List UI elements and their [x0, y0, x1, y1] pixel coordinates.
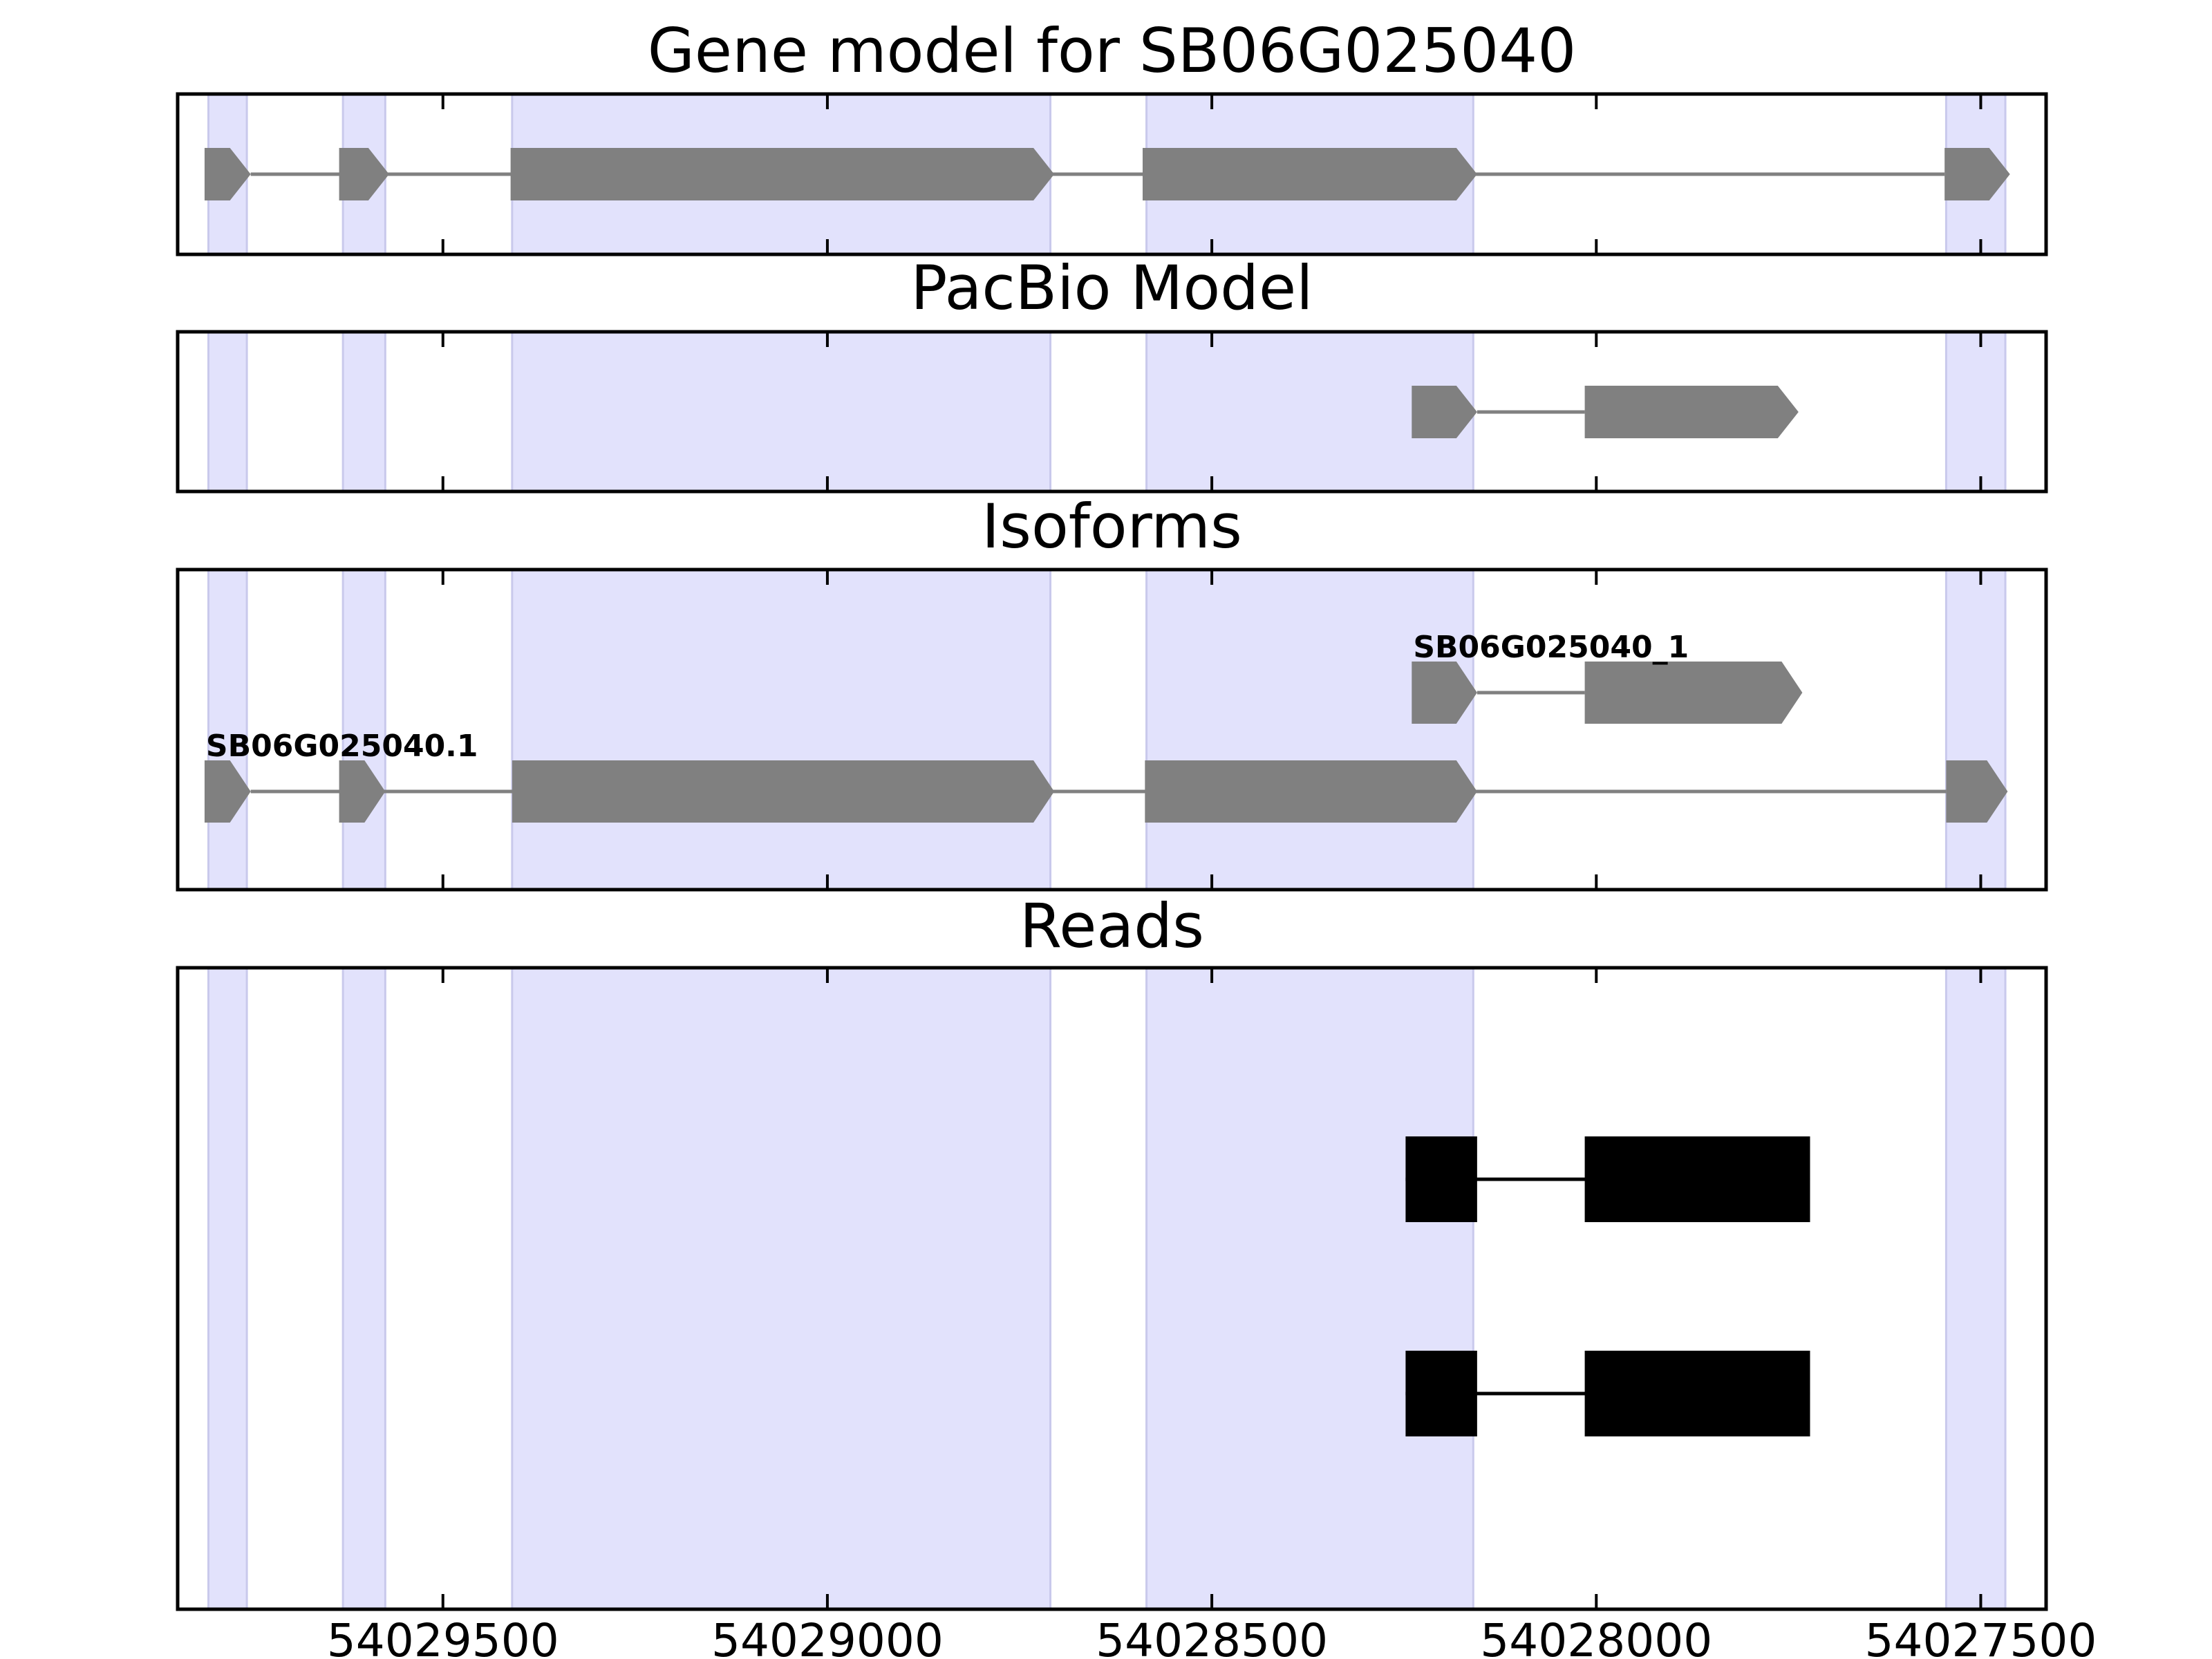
- exon-highlight-band: [207, 330, 248, 493]
- read-1-block-1: [1405, 1136, 1477, 1222]
- panel-3: Isoforms SB06G025040_1 SB06G025040.1: [176, 491, 2048, 892]
- panels-layer: Gene model for SB06G025040 PacBio Model Is…: [176, 15, 2097, 1659]
- isoform-label: SB06G025040_1: [1413, 630, 1689, 665]
- panel-title: Isoforms: [982, 491, 1242, 562]
- transcript-2-exon-3: [512, 760, 1055, 823]
- exon-highlight-band: [207, 966, 248, 1611]
- plot-frame: [176, 568, 2048, 892]
- panel-4: Reads: [176, 890, 2048, 1611]
- x-tick-label: 54028500: [1096, 1614, 1328, 1659]
- x-axis: 54029500 54029000 54028500 54028000 54027500: [327, 1614, 2097, 1659]
- read-2-block-1: [1405, 1351, 1477, 1436]
- exon-highlight-band: [1145, 966, 1474, 1611]
- panel-1: Gene model for SB06G025040: [176, 15, 2048, 256]
- transcript-1-exon-2: [1584, 386, 1799, 438]
- transcript-2-exon-5: [1946, 760, 2008, 823]
- read-2-block-2: [1584, 1351, 1810, 1436]
- plot-frame: [176, 966, 2048, 1611]
- plot-frame: [176, 330, 2048, 494]
- transcript-1-exon-1: [1412, 662, 1477, 724]
- transcript-1-exon-1: [204, 148, 251, 200]
- isoform-label: SB06G025040.1: [206, 729, 478, 764]
- transcript-1-exon-2: [1584, 662, 1803, 724]
- transcript-1-exon-2: [339, 148, 389, 200]
- x-tick-label: 54029000: [711, 1614, 944, 1659]
- transcript-1-exon-4: [1142, 148, 1477, 200]
- transcript-1-exon-3: [510, 148, 1055, 200]
- transcript-1-exon-1: [1412, 386, 1477, 438]
- exon-highlight-band: [341, 330, 386, 493]
- panel-title: Gene model for SB06G025040: [648, 15, 1577, 86]
- x-tick-label: 54028000: [1480, 1614, 1712, 1659]
- exon-highlight-band: [511, 568, 1052, 891]
- x-tick-label: 54027500: [1864, 1614, 2097, 1659]
- exon-highlight-band: [511, 966, 1052, 1611]
- exon-highlight-band: [1944, 568, 2007, 891]
- exon-highlight-band: [1944, 966, 2007, 1611]
- x-tick-label: 54029500: [327, 1614, 559, 1659]
- exon-highlight-band: [1944, 330, 2007, 493]
- transcript-1-exon-5: [1944, 148, 2010, 200]
- panel-title: Reads: [1020, 890, 1204, 962]
- panel-title: PacBio Model: [910, 252, 1313, 324]
- transcript-2-exon-1: [204, 760, 251, 823]
- transcript-2-exon-4: [1145, 760, 1477, 823]
- exon-highlight-band: [341, 966, 386, 1611]
- plot-frame: [176, 92, 2048, 256]
- exon-highlight-band: [511, 330, 1052, 493]
- transcript-2-exon-2: [339, 760, 386, 823]
- panel-2: PacBio Model: [176, 252, 2048, 494]
- exon-highlight-band: [1145, 568, 1474, 891]
- exon-highlight-band: [341, 568, 386, 891]
- read-1-block-2: [1584, 1136, 1810, 1222]
